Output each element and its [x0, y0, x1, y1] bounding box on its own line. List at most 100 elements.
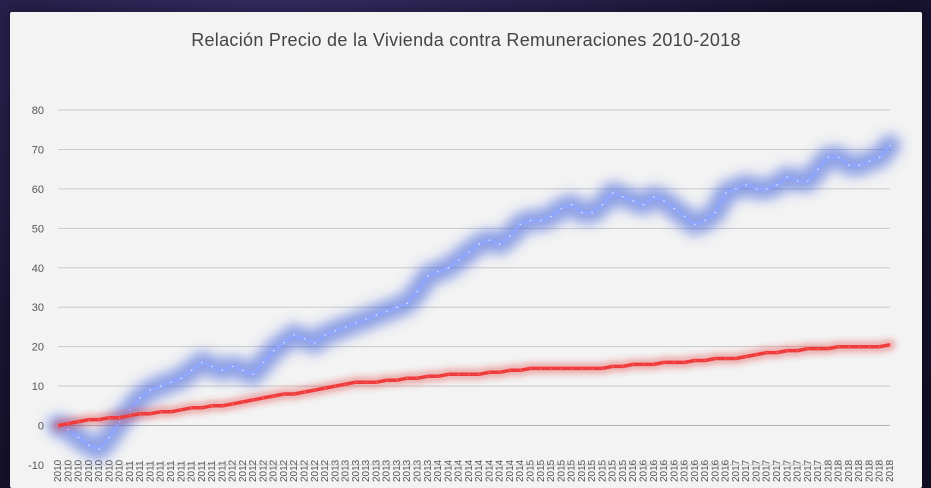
- x-tick-label: 2014: [443, 459, 454, 482]
- data-point: [385, 379, 388, 381]
- data-point: [478, 373, 480, 376]
- data-point: [283, 393, 285, 395]
- data-point: [642, 363, 645, 366]
- x-tick-label: 2018: [823, 459, 834, 482]
- x-tick-label: 2013: [402, 459, 413, 482]
- x-tick-label: 2018: [844, 459, 855, 482]
- x-tick-label: 2016: [690, 459, 701, 482]
- x-tick-label: 2016: [710, 459, 721, 482]
- x-tick-label: 2012: [228, 459, 239, 482]
- data-point: [642, 203, 645, 206]
- x-tick-label: 2018: [864, 459, 875, 482]
- x-tick-label: 2017: [813, 459, 824, 482]
- data-point: [694, 223, 696, 226]
- data-point: [149, 412, 152, 415]
- data-point: [735, 357, 737, 360]
- data-point: [108, 436, 111, 439]
- x-tick-label: 2014: [474, 459, 485, 482]
- data-point: [652, 363, 655, 366]
- data-point: [878, 156, 881, 159]
- x-tick-label: 2015: [618, 459, 629, 482]
- data-point: [745, 355, 747, 358]
- data-point: [77, 420, 80, 423]
- x-tick-label: 2014: [495, 459, 506, 482]
- data-point: [190, 407, 193, 409]
- x-tick-label: 2013: [330, 459, 341, 482]
- data-point: [488, 239, 491, 241]
- y-tick-label: 60: [32, 184, 44, 196]
- data-point: [334, 385, 337, 387]
- data-point: [262, 397, 265, 399]
- data-point: [313, 341, 316, 344]
- data-point: [77, 436, 80, 439]
- x-tick-label: 2013: [392, 459, 403, 482]
- data-point: [745, 184, 747, 186]
- data-point: [611, 192, 614, 194]
- data-point: [591, 211, 593, 214]
- series-line-blue: [57, 144, 892, 451]
- y-tick-label: 30: [32, 302, 44, 314]
- data-point: [252, 373, 254, 376]
- data-point: [468, 251, 470, 253]
- data-point: [550, 367, 552, 370]
- y-tick-label: 0: [38, 421, 44, 433]
- x-tick-label: 2010: [84, 459, 95, 482]
- data-point: [437, 375, 439, 378]
- data-point: [498, 371, 501, 374]
- data-point: [447, 373, 450, 376]
- x-tick-label: 2016: [659, 459, 670, 482]
- data-point: [324, 387, 326, 389]
- data-point: [457, 373, 460, 376]
- data-point: [786, 176, 789, 178]
- x-tick-label: 2011: [197, 460, 208, 482]
- data-point: [755, 188, 758, 190]
- x-tick-label: 2012: [320, 459, 331, 482]
- x-tick-label: 2010: [115, 459, 126, 482]
- y-tick-label: 70: [32, 144, 44, 156]
- x-tick-label: 2014: [433, 459, 444, 482]
- data-point: [765, 188, 768, 190]
- data-point: [190, 369, 193, 372]
- y-tick-label: -10: [28, 460, 44, 472]
- data-point: [529, 367, 532, 370]
- chart-title: Relación Precio de la Vivienda contra Re…: [191, 30, 741, 50]
- x-tick-label: 2014: [464, 459, 475, 482]
- data-point: [159, 410, 162, 413]
- data-point: [601, 203, 604, 206]
- data-point: [868, 345, 871, 348]
- x-tick-label: 2015: [546, 459, 557, 482]
- x-tick-label: 2017: [772, 459, 783, 482]
- data-point: [344, 383, 347, 385]
- x-tick-label: 2014: [484, 459, 495, 482]
- data-point: [98, 448, 100, 451]
- data-point: [108, 416, 111, 419]
- x-tick-label: 2015: [587, 459, 598, 482]
- y-tick-label: 20: [32, 342, 44, 354]
- data-point: [396, 306, 398, 309]
- data-point: [478, 243, 480, 245]
- data-point: [817, 168, 819, 170]
- x-tick-label: 2015: [556, 459, 567, 482]
- x-tick-label: 2017: [731, 459, 742, 482]
- data-point: [303, 391, 306, 393]
- data-point: [796, 349, 799, 352]
- x-tick-label: 2016: [628, 459, 639, 482]
- x-tick-label: 2015: [536, 459, 547, 482]
- x-tick-label: 2016: [638, 459, 649, 482]
- data-point: [129, 414, 131, 417]
- x-tick-label: 2013: [351, 459, 362, 482]
- data-point: [57, 424, 59, 427]
- data-point: [663, 199, 665, 202]
- data-point: [786, 349, 789, 352]
- data-point: [365, 381, 367, 383]
- x-tick-label: 2010: [63, 459, 74, 482]
- data-point: [416, 377, 419, 380]
- data-point: [139, 412, 141, 415]
- y-tick-label: 10: [32, 381, 44, 393]
- data-point: [98, 418, 100, 421]
- data-point: [231, 403, 234, 405]
- data-point: [570, 367, 573, 370]
- data-point: [231, 365, 234, 368]
- data-point: [704, 359, 706, 362]
